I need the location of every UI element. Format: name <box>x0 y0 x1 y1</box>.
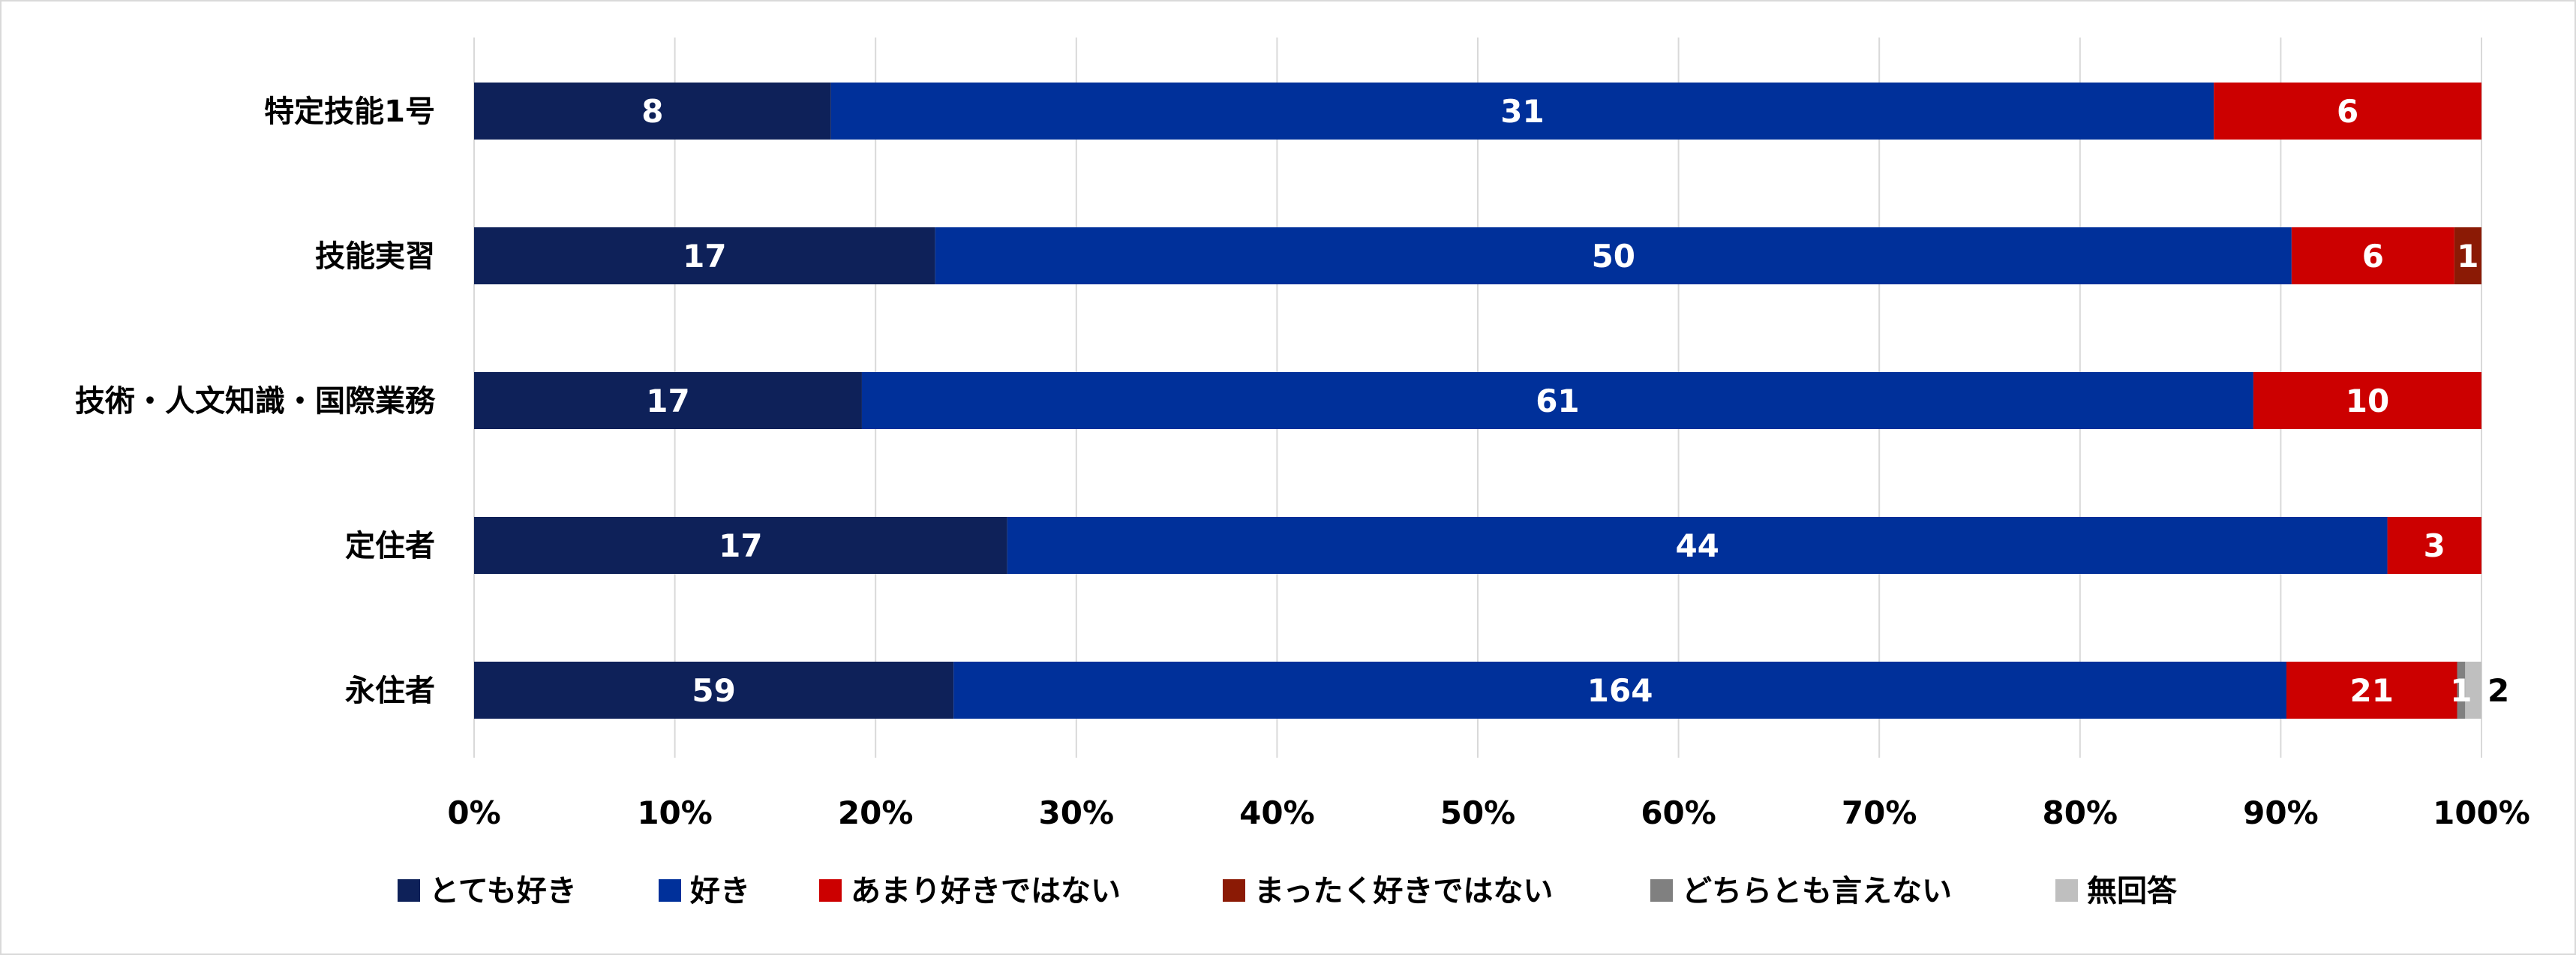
data-label: 61 <box>1536 383 1579 419</box>
bar-segment <box>474 83 831 140</box>
bar-segment <box>953 662 2286 719</box>
legend-item: まったく好きではない <box>1223 874 1553 908</box>
bar-segment <box>2286 662 2457 719</box>
legend-swatch <box>398 879 420 902</box>
bar-segment <box>2291 227 2454 284</box>
bar-segment <box>2465 662 2481 719</box>
bar-segment <box>474 662 954 719</box>
x-tick-label: 80% <box>2043 794 2118 831</box>
data-label: 1 <box>2450 672 2472 709</box>
data-label: 3 <box>2424 527 2445 564</box>
legend-item: 好き <box>659 874 750 908</box>
bar-segment <box>2454 227 2481 284</box>
bar-segment <box>474 227 935 284</box>
data-label: 10 <box>2346 383 2389 419</box>
x-tick-label: 30% <box>1039 794 1115 831</box>
legend-item: とても好き <box>398 874 577 908</box>
data-label: 8 <box>641 93 663 130</box>
data-label: 21 <box>2350 672 2394 709</box>
bar-segment <box>2457 662 2466 719</box>
legend-label: あまり好きではない <box>851 874 1121 908</box>
legend-swatch <box>1223 879 1245 902</box>
x-tick-label: 70% <box>1842 794 1917 831</box>
data-label: 164 <box>1587 672 1653 709</box>
legend: とても好き 好き あまり好きではない まったく好きではない どちらとも言えない 無回答 <box>398 874 2178 908</box>
bar-segment <box>935 227 2292 284</box>
category-label: 特定技能1号 <box>264 95 435 129</box>
legend-item: 無回答 <box>2055 874 2178 908</box>
x-tick-labels: 0% 10% 20% 30% 40% 50% 60% 70% 80% 90% 100% <box>447 794 2530 831</box>
data-label: 2 <box>2487 672 2509 709</box>
x-tick-label: 0% <box>447 794 500 831</box>
data-label: 17 <box>683 238 726 275</box>
data-label: 1 <box>2457 238 2478 275</box>
bar-segment <box>2214 83 2481 140</box>
data-label: 17 <box>646 383 689 419</box>
legend-label: まったく好きではない <box>1254 874 1553 908</box>
x-tick-label: 20% <box>838 794 914 831</box>
x-tick-label: 100% <box>2433 794 2530 831</box>
bar-segment <box>1007 517 2388 574</box>
x-tick-label: 10% <box>637 794 713 831</box>
bar-segment <box>2253 372 2481 429</box>
legend-swatch <box>819 879 842 902</box>
x-tick-label: 60% <box>1641 794 1716 831</box>
data-label: 17 <box>719 527 762 564</box>
bar-segment <box>861 372 2253 429</box>
data-label: 59 <box>692 672 735 709</box>
category-label: 定住者 <box>345 529 435 563</box>
legend-swatch <box>1650 879 1673 902</box>
legend-label: 無回答 <box>2087 874 2178 908</box>
legend-label: どちらとも言えない <box>1682 874 1952 908</box>
bar-segment <box>474 372 862 429</box>
legend-swatch <box>659 879 681 902</box>
data-label: 50 <box>1592 238 1635 275</box>
bar-segment <box>474 517 1007 574</box>
data-label: 44 <box>1675 527 1719 564</box>
legend-item: どちらとも言えない <box>1650 874 1952 908</box>
bar-segment <box>2387 517 2481 574</box>
legend-label: とても好き <box>429 874 577 908</box>
legend-item: あまり好きではない <box>819 874 1121 908</box>
data-label: 6 <box>2337 93 2358 130</box>
legend-swatch <box>2055 879 2078 902</box>
x-tick-label: 50% <box>1440 794 1516 831</box>
data-label: 6 <box>2362 238 2384 275</box>
x-tick-label: 90% <box>2243 794 2319 831</box>
x-tick-label: 40% <box>1239 794 1315 831</box>
bar-segment <box>830 83 2214 140</box>
category-label: 技術・人文知識・国際業務 <box>75 384 436 419</box>
category-label: 技能実習 <box>315 239 435 274</box>
legend-label: 好き <box>689 874 750 908</box>
category-label: 永住者 <box>345 674 435 708</box>
data-label: 31 <box>1500 93 1544 130</box>
